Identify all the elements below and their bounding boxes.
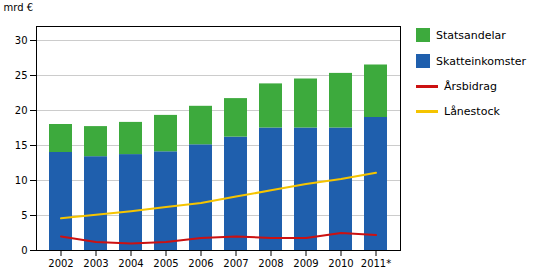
svg-text:2010: 2010 <box>328 258 353 269</box>
svg-text:2004: 2004 <box>118 258 143 269</box>
svg-text:2002: 2002 <box>48 258 73 269</box>
svg-text:2008: 2008 <box>258 258 283 269</box>
svg-text:2005: 2005 <box>153 258 178 269</box>
svg-text:15: 15 <box>15 140 28 151</box>
svg-text:mrd €: mrd € <box>4 2 34 13</box>
html-text:Årsbidrag: Årsbidrag <box>444 80 497 93</box>
svg-text:20: 20 <box>15 105 28 116</box>
svg-text:30: 30 <box>15 35 28 46</box>
html-text:Lånestock: Lånestock <box>444 105 500 118</box>
svg-text:2006: 2006 <box>188 258 213 269</box>
svg-text:5: 5 <box>21 210 27 221</box>
html-text:Skatteinkomster: Skatteinkomster <box>436 54 527 68</box>
svg-text:10: 10 <box>15 175 28 186</box>
html-text:Statsandelar: Statsandelar <box>436 28 506 42</box>
svg-text:25: 25 <box>15 70 28 81</box>
svg-text:2007: 2007 <box>223 258 248 269</box>
svg-text:2009: 2009 <box>293 258 318 269</box>
svg-text:0: 0 <box>21 245 27 256</box>
svg-text:2011*: 2011* <box>361 258 391 269</box>
svg-text:2003: 2003 <box>83 258 108 269</box>
